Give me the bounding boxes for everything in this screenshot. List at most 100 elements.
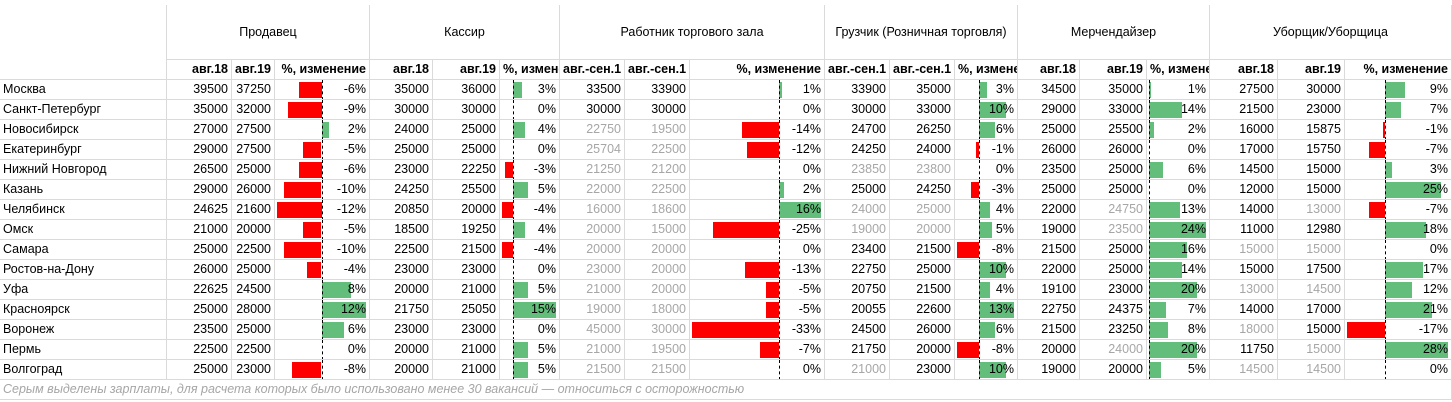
city: Санкт-Петербург [0, 100, 167, 120]
salary-cell: 25000 [167, 360, 232, 380]
percent-label: 8% [1187, 322, 1206, 336]
salary-cell: 24000 [1080, 340, 1147, 360]
salary-cell: 12980 [1278, 220, 1345, 240]
negative-bar [742, 122, 779, 138]
salary-cell: 25000 [370, 140, 433, 160]
percent-label: 7% [1187, 302, 1206, 316]
percent-label: -8% [991, 242, 1014, 256]
percent-cell: 25% [1345, 180, 1452, 200]
bar-axis [778, 180, 780, 199]
percent-cell: 0% [1345, 240, 1452, 260]
salary-cell: 28000 [232, 300, 275, 320]
positive-bar [978, 102, 1006, 118]
bar-axis [1385, 320, 1387, 339]
negative-bar [302, 142, 322, 158]
percent-cell: 5% [955, 220, 1018, 240]
salary-cell: 23500 [1018, 160, 1080, 180]
bar-axis [978, 340, 980, 359]
city: Омск [0, 220, 167, 240]
salary-cell: 20000 [625, 260, 690, 280]
positive-bar [978, 302, 1014, 318]
positive-bar [1149, 342, 1197, 358]
bar-axis [513, 280, 515, 299]
salary-cell: 22000 [1018, 260, 1080, 280]
percent-label: 5% [995, 222, 1014, 236]
column-header: %, изменение [275, 60, 370, 80]
bar-axis [778, 140, 780, 159]
positive-bar [978, 322, 995, 338]
salary-cell: 37250 [232, 80, 275, 100]
city: Самара [0, 240, 167, 260]
percent-cell: 0% [500, 100, 560, 120]
salary-cell: 18000 [625, 300, 690, 320]
percent-cell: 21% [1345, 300, 1452, 320]
negative-bar [299, 162, 322, 178]
city: Казань [0, 180, 167, 200]
salary-cell: 22500 [625, 140, 690, 160]
bar-axis [1149, 100, 1150, 119]
positive-bar [513, 82, 522, 98]
bar-axis [978, 240, 980, 259]
bar-axis [513, 200, 515, 219]
percent-cell: -4% [275, 260, 370, 280]
bar-axis [978, 140, 980, 159]
percent-cell: 2% [1147, 120, 1210, 140]
salary-cell: 17500 [1278, 260, 1345, 280]
bar-axis [978, 120, 980, 139]
bar-axis [1385, 240, 1387, 259]
percent-cell: 0% [500, 320, 560, 340]
city: Пермь [0, 340, 167, 360]
percent-cell: 3% [955, 80, 1018, 100]
salary-cell: 21000 [560, 340, 625, 360]
bar-axis [778, 100, 780, 119]
salary-cell: 18500 [370, 220, 433, 240]
column-header: %, изменение [690, 60, 825, 80]
salary-cell: 27500 [232, 120, 275, 140]
bar-axis [1385, 360, 1387, 379]
salary-cell: 13000 [1210, 280, 1278, 300]
percent-cell: 10% [955, 360, 1018, 380]
salary-cell: 17000 [1278, 300, 1345, 320]
percent-label: 6% [1187, 162, 1206, 176]
percent-cell: 2% [275, 120, 370, 140]
column-header: авг.-сен.1 [625, 60, 690, 80]
salary-cell: 24500 [825, 320, 890, 340]
bar-axis [978, 200, 980, 219]
salary-cell: 24250 [890, 180, 955, 200]
salary-cell: 11750 [1210, 340, 1278, 360]
positive-bar [978, 202, 990, 218]
positive-bar [1385, 182, 1442, 198]
negative-bar [277, 202, 322, 218]
city: Волгоград [0, 360, 167, 380]
percent-cell: -5% [275, 220, 370, 240]
salary-cell: 15875 [1278, 120, 1345, 140]
percent-cell: -8% [955, 240, 1018, 260]
negative-bar [760, 342, 779, 358]
salary-cell: 34500 [1018, 80, 1080, 100]
salary-cell: 26000 [890, 320, 955, 340]
salary-cell: 20000 [625, 280, 690, 300]
bar-axis [1149, 280, 1150, 299]
percent-cell: -3% [955, 180, 1018, 200]
group-header: Работник торгового зала [560, 5, 825, 60]
salary-cell: 24250 [825, 140, 890, 160]
salary-cell: 24700 [825, 120, 890, 140]
positive-bar [513, 282, 528, 298]
positive-bar [778, 182, 785, 198]
salary-cell: 25000 [232, 160, 275, 180]
percent-label: 1% [802, 82, 821, 96]
negative-bar [957, 242, 979, 258]
percent-label: 12% [340, 302, 366, 316]
percent-label: 17% [1422, 262, 1448, 276]
bar-axis [978, 80, 980, 99]
positive-bar [978, 262, 1006, 278]
percent-cell: 20% [1147, 280, 1210, 300]
percent-label: -8% [343, 362, 366, 376]
bar-axis [321, 240, 323, 259]
salary-cell: 12000 [1210, 180, 1278, 200]
salary-cell: 21000 [167, 220, 232, 240]
salary-cell: 15000 [1278, 340, 1345, 360]
negative-bar [976, 142, 979, 158]
salary-cell: 25500 [433, 180, 500, 200]
